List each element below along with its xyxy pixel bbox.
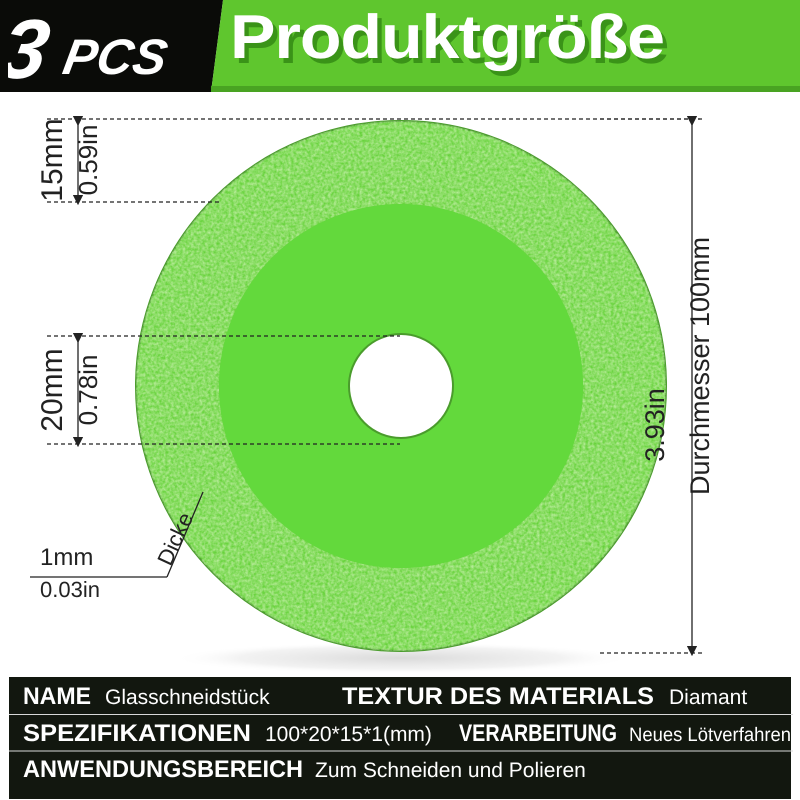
svg-text:Diamant: Diamant	[669, 686, 747, 709]
svg-text:Neues Lötverfahren: Neues Lötverfahren	[629, 724, 791, 746]
svg-text:Durchmesser 100mm: Durchmesser 100mm	[685, 237, 715, 495]
svg-text:SPEZIFIKATIONEN: SPEZIFIKATIONEN	[23, 720, 251, 747]
svg-text:3.93in: 3.93in	[640, 388, 670, 462]
svg-text:20mm: 20mm	[36, 348, 69, 431]
svg-text:0.59in: 0.59in	[73, 125, 103, 196]
svg-text:Glasschneidstück: Glasschneidstück	[105, 686, 270, 709]
svg-text:PCS: PCS	[59, 29, 172, 85]
svg-text:0.03in: 0.03in	[40, 577, 100, 602]
svg-text:NAME: NAME	[23, 683, 91, 710]
svg-text:TEXTUR DES MATERIALS: TEXTUR DES MATERIALS	[342, 683, 654, 710]
svg-text:ANWENDUNGSBEREICH: ANWENDUNGSBEREICH	[23, 756, 303, 783]
svg-text:1mm: 1mm	[40, 544, 93, 571]
svg-text:0.78in: 0.78in	[73, 355, 103, 426]
svg-text:100*20*15*1(mm): 100*20*15*1(mm)	[265, 723, 432, 746]
svg-text:15mm: 15mm	[36, 118, 69, 201]
svg-text:Zum Schneiden und Polieren: Zum Schneiden und Polieren	[315, 759, 586, 782]
svg-text:VERARBEITUNG: VERARBEITUNG	[459, 720, 617, 747]
